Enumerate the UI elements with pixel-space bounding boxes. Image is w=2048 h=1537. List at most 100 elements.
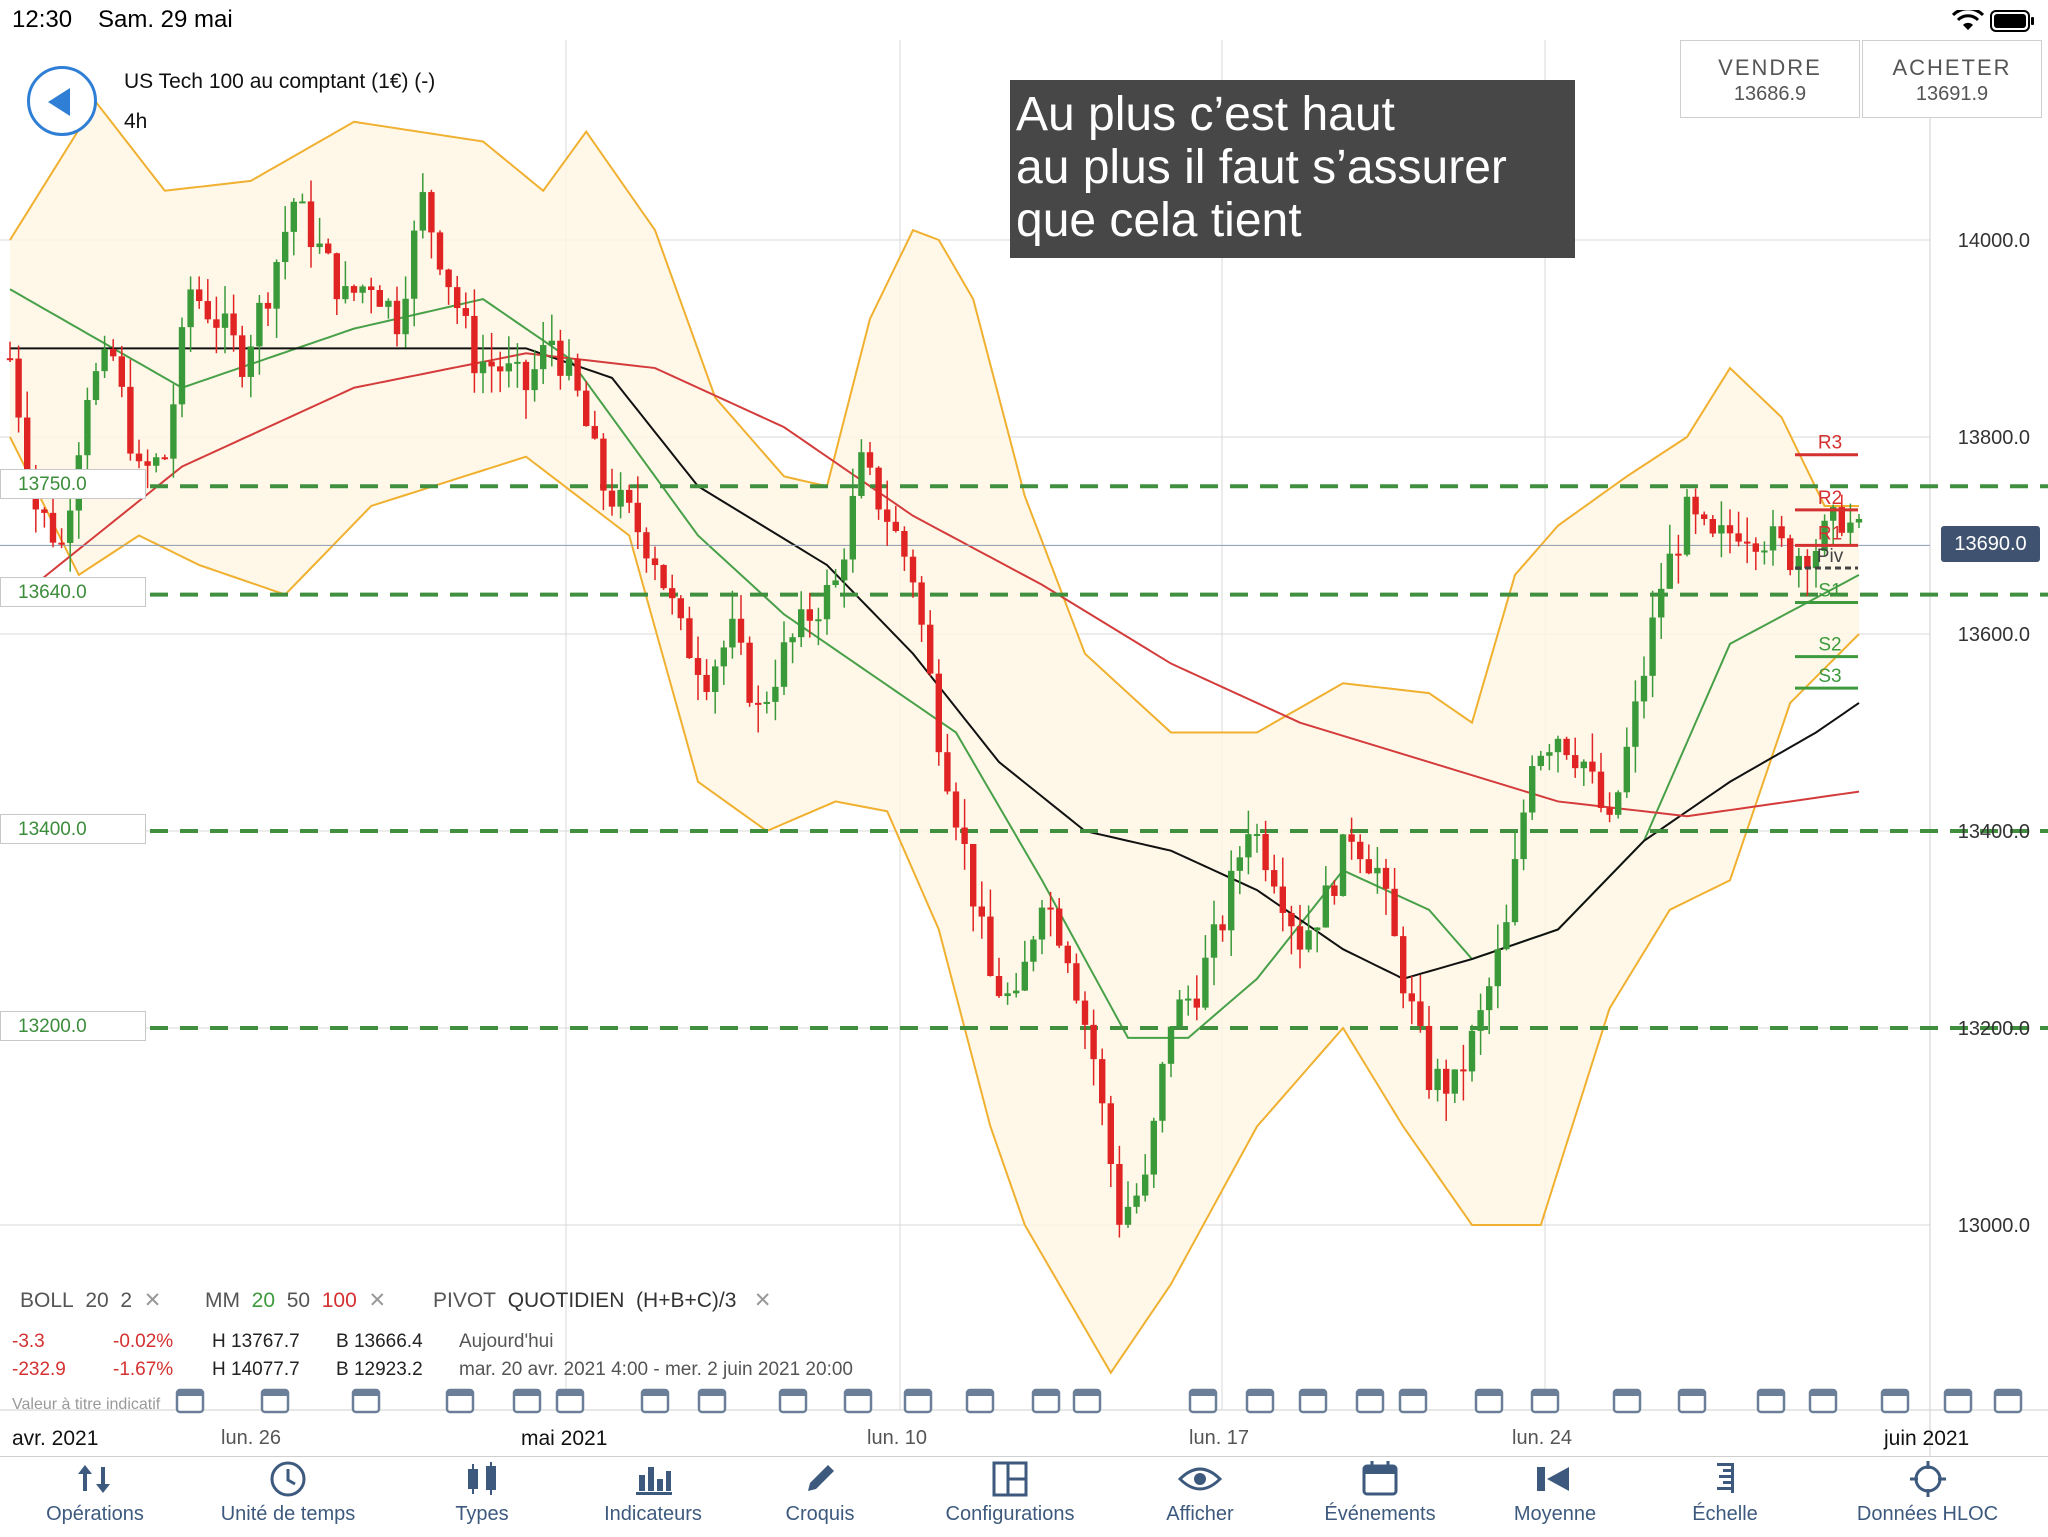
candle-body bbox=[540, 345, 547, 370]
candle-body bbox=[789, 637, 796, 643]
instrument-name: US Tech 100 au comptant (1€) (-) bbox=[124, 70, 436, 93]
tab-label: Données HLOC bbox=[1856, 1503, 1999, 1525]
candle-body bbox=[411, 230, 418, 299]
hline-label[interactable]: 13200.0 bbox=[0, 1011, 146, 1041]
mm-50: 50 bbox=[286, 1289, 311, 1312]
candle-body bbox=[110, 348, 117, 357]
hline-label[interactable]: 13750.0 bbox=[0, 469, 146, 499]
candle-body bbox=[15, 358, 22, 418]
candle-body bbox=[1812, 551, 1820, 569]
candle-body bbox=[239, 335, 246, 377]
event-calendar-header bbox=[1945, 1390, 1971, 1396]
tab-sketches[interactable]: Croquis bbox=[770, 1457, 870, 1537]
candle-body bbox=[1116, 1163, 1123, 1225]
hline-label[interactable]: 13640.0 bbox=[0, 577, 146, 607]
chart-annotation[interactable]: Au plus c’est haut au plus il faut s’ass… bbox=[1010, 80, 1575, 258]
event-calendar-header bbox=[177, 1390, 203, 1396]
candle-body bbox=[1271, 870, 1278, 887]
x-label: juin 2021 bbox=[1884, 1427, 1970, 1450]
candle-body bbox=[1640, 675, 1648, 702]
tab-label: Indicateurs bbox=[604, 1503, 702, 1525]
x-label: avr. 2021 bbox=[12, 1427, 99, 1450]
candle-body bbox=[1417, 1001, 1424, 1026]
event-calendar-header bbox=[557, 1390, 583, 1396]
tab-operations[interactable]: Opérations bbox=[35, 1457, 155, 1537]
tab-indicators[interactable]: Indicateurs bbox=[593, 1457, 713, 1537]
tab-label: Afficher bbox=[1166, 1503, 1234, 1525]
candle-body bbox=[866, 452, 874, 468]
pivot-label: Piv bbox=[1817, 546, 1844, 567]
remove-boll-icon[interactable]: ✕ bbox=[143, 1289, 162, 1312]
tab-scale[interactable]: Échelle bbox=[1675, 1457, 1775, 1537]
candle-body bbox=[1185, 998, 1192, 1001]
indicator-mm[interactable]: MM 20 50 100 ✕ bbox=[205, 1288, 386, 1313]
annotation-line: au plus il faut s’assurer bbox=[1016, 141, 1507, 194]
candle-body bbox=[1649, 617, 1656, 676]
candle-body bbox=[909, 556, 917, 583]
candle-body bbox=[1503, 922, 1510, 950]
low-today: B 13666.4 bbox=[336, 1331, 423, 1352]
back-button[interactable] bbox=[27, 66, 97, 136]
candle-body bbox=[316, 243, 323, 248]
event-calendar-header bbox=[514, 1390, 540, 1396]
bollinger-upper bbox=[9, 100, 1859, 734]
candle-body bbox=[1855, 518, 1863, 523]
candle-body bbox=[1658, 588, 1665, 618]
tab-label: Événements bbox=[1324, 1503, 1436, 1525]
tab-label: Opérations bbox=[46, 1503, 144, 1525]
tab-label: Unité de temps bbox=[220, 1503, 356, 1525]
buy-button[interactable]: ACHETER 13691.9 bbox=[1862, 40, 2042, 118]
remove-mm-icon[interactable]: ✕ bbox=[368, 1289, 387, 1312]
tab-hloc[interactable]: Données HLOC bbox=[1845, 1457, 2010, 1537]
candle-body bbox=[720, 647, 727, 667]
candle-body bbox=[1589, 761, 1596, 772]
candle-body bbox=[230, 313, 237, 336]
indicator-pivot[interactable]: PIVOT QUOTIDIEN (H+B+C)/3 ✕ bbox=[433, 1288, 772, 1313]
event-calendar-header bbox=[845, 1390, 871, 1396]
status-bar: 12:30 Sam. 29 mai bbox=[0, 0, 2048, 40]
indicator-boll[interactable]: BOLL 20 2 ✕ bbox=[20, 1288, 161, 1313]
tab-events[interactable]: Événements bbox=[1315, 1457, 1445, 1537]
candle-body bbox=[1210, 924, 1218, 958]
tab-average[interactable]: Moyenne bbox=[1505, 1457, 1605, 1537]
candle-body bbox=[471, 315, 478, 374]
candle-body bbox=[1030, 939, 1037, 962]
hline-label[interactable]: 13400.0 bbox=[0, 814, 146, 844]
clock-icon bbox=[270, 1461, 306, 1497]
candle-body bbox=[462, 308, 469, 316]
candle-body bbox=[1468, 1030, 1476, 1072]
tab-time-unit[interactable]: Unité de temps bbox=[212, 1457, 364, 1537]
pivot-label: S3 bbox=[1818, 666, 1841, 687]
candle-body bbox=[737, 618, 745, 643]
x-label: lun. 10 bbox=[867, 1427, 928, 1449]
candle-body bbox=[1744, 541, 1751, 544]
event-calendar-header bbox=[699, 1390, 725, 1396]
tab-types[interactable]: Types bbox=[432, 1457, 532, 1537]
tab-label: Moyenne bbox=[1513, 1503, 1597, 1525]
candle-body bbox=[41, 509, 48, 513]
candle-body bbox=[497, 366, 504, 372]
event-calendar-header bbox=[447, 1390, 473, 1396]
candle-body bbox=[1382, 867, 1390, 889]
candle-body bbox=[402, 298, 409, 335]
remove-pivot-icon[interactable]: ✕ bbox=[753, 1289, 772, 1312]
candle-body bbox=[350, 286, 358, 293]
status-time: 12:30 bbox=[12, 6, 73, 33]
candle-body bbox=[1692, 496, 1699, 515]
tab-configurations[interactable]: Configurations bbox=[935, 1457, 1085, 1537]
candle-body bbox=[1339, 834, 1347, 896]
candle-body bbox=[359, 286, 366, 293]
candle-body bbox=[806, 609, 813, 621]
annotation-line: Au plus c’est haut bbox=[1016, 88, 1395, 141]
candle-body bbox=[643, 532, 650, 559]
candle-body bbox=[1004, 993, 1011, 997]
boll-period: 20 bbox=[85, 1289, 109, 1312]
candle-body bbox=[970, 843, 977, 907]
tab-display[interactable]: Afficher bbox=[1150, 1457, 1250, 1537]
candle-body bbox=[393, 300, 401, 335]
candle-body bbox=[1701, 514, 1708, 519]
buy-price: 13691.9 bbox=[1915, 83, 1989, 105]
candle-body bbox=[1253, 834, 1261, 837]
sell-button[interactable]: VENDRE 13686.9 bbox=[1680, 40, 1860, 118]
